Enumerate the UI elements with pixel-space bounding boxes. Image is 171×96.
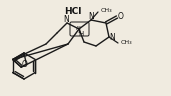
Text: O: O	[118, 12, 124, 21]
Text: N: N	[63, 15, 69, 24]
Text: A*: A*	[76, 26, 83, 31]
Text: N: N	[89, 12, 94, 21]
Text: HCl: HCl	[64, 7, 82, 15]
Text: CH₃: CH₃	[121, 41, 133, 46]
Text: H: H	[78, 31, 84, 38]
Text: N: N	[109, 33, 115, 41]
Text: CH₃: CH₃	[101, 9, 113, 14]
Text: O: O	[22, 60, 28, 69]
